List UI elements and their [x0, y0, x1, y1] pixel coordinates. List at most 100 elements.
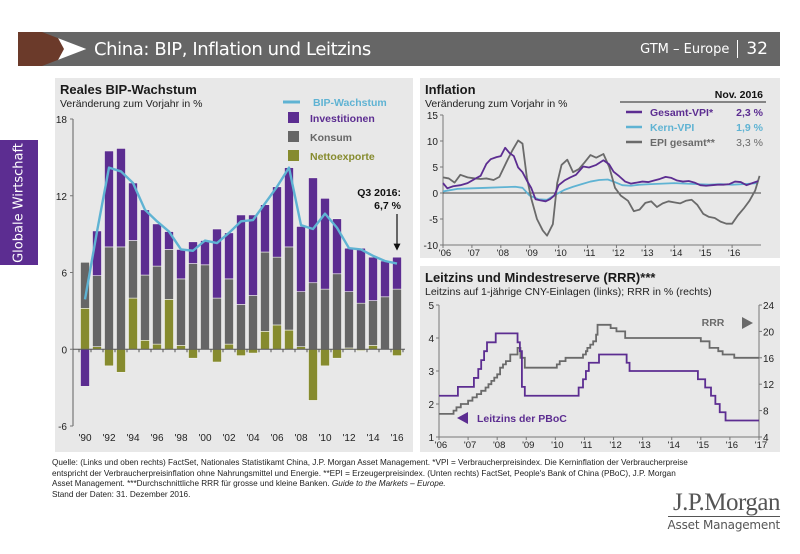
bar-konsum-2000: [200, 264, 210, 350]
y-tick-label: 12: [56, 192, 68, 203]
bar-nettoexporte-2004: [248, 348, 258, 354]
bar-investitionen-1996: [152, 223, 162, 267]
bar-konsum-2012: [344, 291, 354, 349]
x-tick-label: '10: [318, 433, 331, 444]
bar-konsum-2004: [248, 295, 258, 350]
bar-investitionen-2002: [224, 232, 234, 280]
x-tick-label: '12: [609, 440, 621, 451]
bar-investitionen-2008: [296, 226, 306, 292]
bar-investitionen-1992: [104, 150, 114, 248]
x-tick-label: '13: [638, 440, 650, 451]
rates-subtitle: Leitzins auf 1-jährige CNY-Einlagen (lin…: [425, 286, 712, 298]
bar-nettoexporte-2016: [392, 348, 402, 356]
x-tick-label: '90: [78, 433, 91, 444]
bar-investitionen-2001: [212, 228, 222, 299]
bar-konsum-1991: [92, 275, 102, 347]
bar-investitionen-2012: [344, 247, 354, 292]
bar-konsum-2013: [356, 302, 366, 350]
bar-investitionen-2003: [236, 214, 246, 305]
x-tick-label: '16: [728, 248, 740, 258]
x-tick-label: '96: [150, 433, 163, 444]
gdp-subtitle: Veränderung zum Vorjahr in %: [60, 98, 203, 110]
annotation-arrow-head: [393, 243, 401, 251]
left-y-tick-label: 3: [428, 367, 434, 378]
x-tick-label: '16: [726, 440, 738, 451]
x-tick-label: '16: [390, 433, 403, 444]
x-tick-label: '14: [366, 433, 379, 444]
bar-konsum-1996: [152, 265, 162, 345]
section-side-tab-label: Globale Wirtschaft: [11, 142, 27, 263]
y-tick-label: -10: [424, 241, 439, 252]
x-tick-label: '12: [612, 248, 624, 258]
bar-nettoexporte-2009: [308, 348, 318, 401]
logo-subtitle: Asset Management: [667, 518, 781, 532]
x-tick-label: '15: [697, 440, 709, 451]
legend-label: EPI gesamt**: [650, 137, 716, 149]
bar-nettoexporte-2002: [224, 343, 234, 350]
bar-nettoexporte-2007: [284, 329, 294, 350]
bar-konsum-2001: [212, 297, 222, 350]
right-y-tick-label: 16: [763, 354, 775, 365]
bar-konsum-1999: [188, 263, 198, 350]
bar-nettoexporte-1997: [164, 299, 174, 350]
annotation-line1: Q3 2016:: [357, 187, 401, 199]
bar-konsum-2003: [236, 304, 246, 350]
x-tick-label: '11: [581, 440, 593, 451]
bar-investitionen-1993: [116, 148, 126, 248]
jpmorgan-logo: J.P.Morgan Asset Management: [667, 490, 781, 532]
bar-investitionen-2014: [368, 256, 378, 301]
right-y-tick-label: 24: [763, 301, 775, 312]
legend-box-swatch: [288, 131, 299, 142]
bar-nettoexporte-1996: [152, 343, 162, 350]
gdp-chart: 18 12 6 0 -6 '90 '92 '94 '96 '98 '00 '02 '04 '06 '08 '1…: [56, 97, 405, 444]
rrr-line: [439, 323, 759, 415]
bar-konsum-2002: [224, 278, 234, 345]
bar-investitionen-1990: [80, 348, 90, 387]
bar-nettoexporte-1998: [176, 345, 186, 350]
x-tick-label: '04: [246, 433, 259, 444]
inflation-subtitle: Veränderung zum Vorjahr in %: [425, 98, 568, 110]
right-y-tick-label: 12: [763, 380, 775, 391]
bar-konsum-1995: [140, 274, 150, 341]
bar-nettoexporte-1992: [104, 348, 114, 367]
x-tick-label: '06: [439, 248, 451, 258]
x-tick-label: '11: [584, 248, 596, 258]
bar-investitionen-2011: [332, 218, 342, 275]
leitzins-label: Leitzins der PBoC: [477, 413, 567, 425]
header-right: GTM – Europe 32: [640, 39, 768, 59]
inflation-title: Inflation: [425, 82, 476, 97]
y-tick-label: 18: [56, 115, 68, 126]
bar-nettoexporte-2014: [368, 345, 378, 350]
bar-investitionen-2010: [320, 198, 330, 290]
bar-konsum-1993: [116, 246, 126, 350]
bar-investitionen-1995: [140, 209, 150, 276]
section-side-tab[interactable]: Globale Wirtschaft: [0, 140, 38, 265]
x-tick-label: '08: [493, 440, 505, 451]
x-tick-label: '06: [435, 440, 447, 451]
bar-nettoexporte-1994: [128, 297, 138, 350]
logo-wordmark: J.P.Morgan: [667, 490, 781, 517]
x-tick-label: '13: [641, 248, 653, 258]
inflation-line-1: [442, 178, 759, 201]
inflation-chart: 15 10 5 0 -5 -10'06 '07 '08 '09 '10 '11 '12 '13 '14 '1…: [424, 89, 766, 258]
bar-investitionen-2006: [272, 186, 282, 258]
y-tick-label: 10: [427, 137, 439, 148]
x-tick-label: '10: [551, 440, 563, 451]
header-content: China: BIP, Inflation und Leitzins GTM –…: [42, 32, 780, 66]
x-tick-label: '12: [342, 433, 355, 444]
x-tick-label: '15: [699, 248, 711, 258]
x-tick-label: '94: [126, 433, 139, 444]
y-tick-label: 0: [432, 189, 438, 200]
bar-konsum-1994: [128, 240, 138, 299]
x-tick-label: '09: [522, 440, 534, 451]
page-number: 32: [746, 39, 768, 59]
bar-konsum-2011: [332, 273, 342, 350]
bar-konsum-1998: [176, 278, 186, 346]
y-tick-label: -6: [58, 422, 67, 433]
x-tick-label: '09: [526, 248, 538, 258]
bar-nettoexporte-2003: [236, 348, 246, 356]
bar-konsum-1997: [164, 249, 174, 300]
legend-gdp-label: BIP-Wachstum: [313, 97, 387, 109]
bar-nettoexporte-1995: [140, 339, 150, 350]
footnote-date: Stand der Daten: 31. Dezember 2016.: [52, 489, 191, 499]
